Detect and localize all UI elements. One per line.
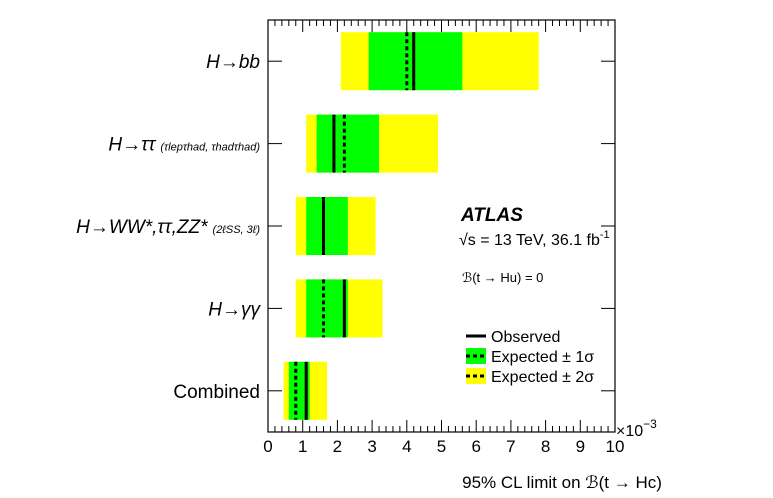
category-label: H→bb (206, 52, 260, 73)
y-axis-ticks (268, 60, 615, 392)
energy-text: √s = 13 TeV, 36.1 fb (459, 232, 600, 249)
category-main: H→bb (206, 52, 260, 73)
category-main: Combined (173, 382, 260, 403)
category-sub: (2ℓSS, 3ℓ) (213, 224, 261, 236)
band-1sigma (316, 114, 380, 173)
legend-label: Observed (491, 329, 560, 346)
category-label: H→γγ (208, 299, 261, 320)
x-tick-label: 2 (333, 437, 342, 456)
x-tick-label: 1 (298, 437, 307, 456)
legend: Observed Expected ± 1σ Expected ± 2σ (466, 329, 594, 386)
category-main: H→ττ (108, 135, 157, 156)
x-multiplier-exp: −3 (643, 417, 657, 431)
category-labels: H→bb H→ττ (τlepτhad, τhadτhad) H→WW*,ττ,ZZ*… (76, 52, 261, 403)
energy-label: √s = 13 TeV, 36.1 fb-1 (459, 229, 610, 249)
band-1sigma (368, 32, 463, 91)
band-1sigma (306, 279, 348, 338)
category-main: H→γγ (208, 299, 261, 320)
experiment-label: ATLAS (460, 205, 523, 226)
band-1sigma (306, 197, 348, 255)
x-tick-label: 6 (471, 437, 480, 456)
x-axis-ticks (267, 20, 616, 432)
lines-layer (294, 32, 416, 420)
x-tick-label: 8 (541, 437, 550, 456)
x-tick-label: 9 (576, 437, 585, 456)
bands-layer (283, 32, 539, 420)
x-tick-label: 4 (402, 437, 411, 456)
band-1sigma (288, 361, 310, 420)
category-main: H→WW*,ττ,ZZ* (76, 217, 208, 238)
category-label: H→ττ (τlepτhad, τhadτhad) (108, 135, 260, 156)
x-multiplier: ×10−3 (616, 417, 657, 440)
x-tick-label: 5 (437, 437, 446, 456)
energy-exp: -1 (600, 229, 610, 241)
x-tick-label: 10 (606, 437, 625, 456)
category-label: H→WW*,ττ,ZZ* (2ℓSS, 3ℓ) (76, 217, 260, 238)
condition-label: ℬ(t → Hu) = 0 (462, 270, 543, 285)
x-axis-tick-labels: 0 1 2 3 4 5 6 7 8 9 10 (263, 437, 624, 456)
legend-label: Expected ± 2σ (491, 369, 594, 386)
x-multiplier-base: ×10 (616, 423, 643, 440)
x-axis-label: 95% CL limit on ℬ(t → Hc) (462, 473, 662, 492)
x-tick-label: 0 (263, 437, 272, 456)
category-label: Combined (173, 382, 260, 403)
x-tick-label: 3 (367, 437, 376, 456)
category-sub: (τlepτhad, τhadτhad) (160, 142, 260, 154)
legend-label: Expected ± 1σ (491, 349, 594, 366)
x-tick-label: 7 (506, 437, 515, 456)
